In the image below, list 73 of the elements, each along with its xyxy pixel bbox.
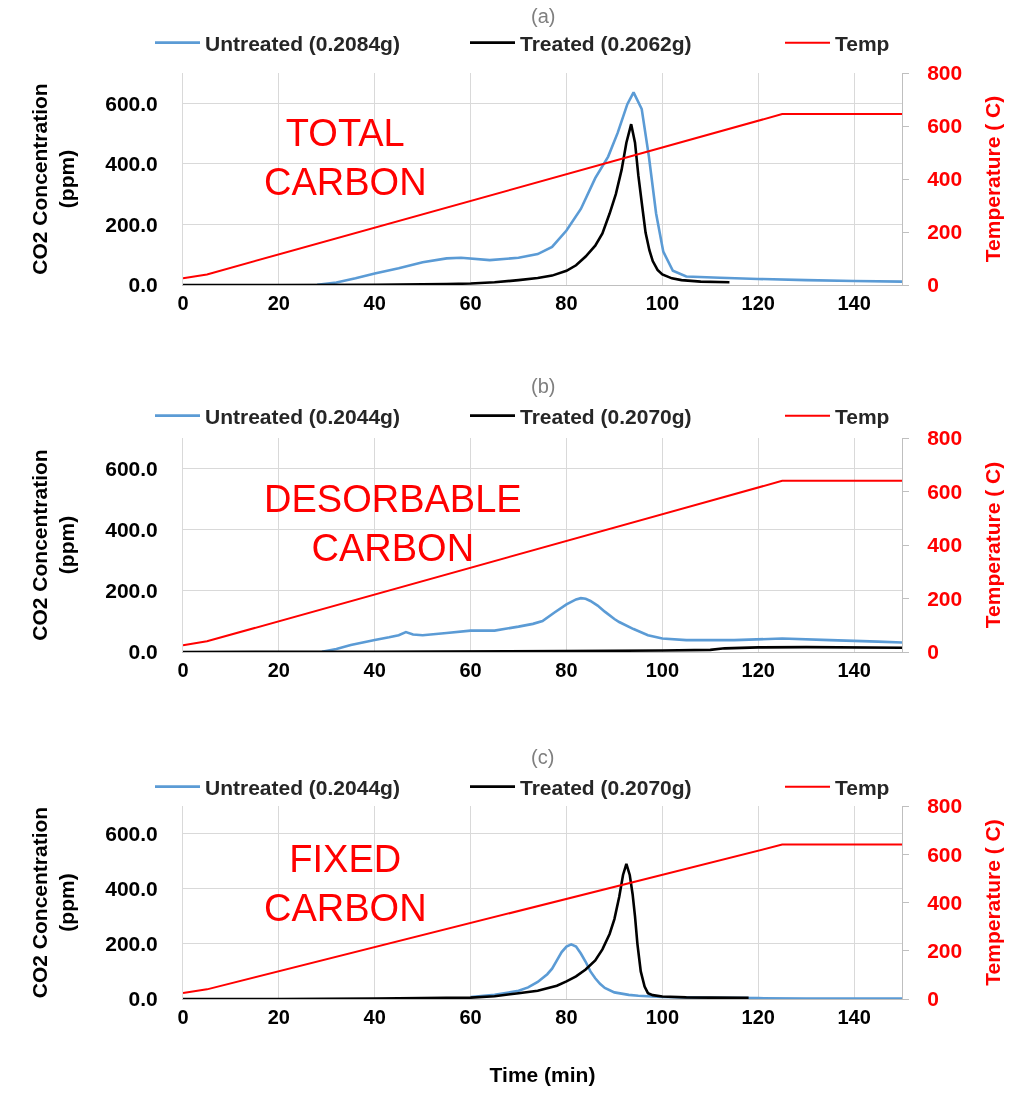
legend-label: Treated (0.2062g) — [520, 31, 692, 55]
y2-tick-label: 800 — [927, 794, 963, 818]
x-tick-label: 0 — [177, 659, 189, 681]
x-tick-label: 140 — [837, 1006, 871, 1028]
x-tick-label: 0 — [177, 292, 189, 314]
x-tick-label: 100 — [645, 659, 680, 681]
y-tick-label: 200.0 — [105, 579, 158, 603]
annotation: TOTAL CARBON — [264, 112, 427, 204]
y2-tick-label: 600 — [927, 842, 963, 866]
y2-tick-label: 200 — [927, 220, 963, 244]
x-tick-label: 40 — [363, 659, 386, 681]
x-tick-label: 80 — [555, 1006, 578, 1028]
y-tick-label: 600.0 — [105, 91, 158, 115]
y2-tick-label: 200 — [927, 939, 963, 963]
y-tick-label: 400.0 — [105, 877, 158, 901]
y2-tick-label: 600 — [927, 479, 963, 503]
chart-title: (b) — [531, 375, 556, 397]
x-tick-label: 80 — [555, 292, 578, 314]
x-tick-label: 40 — [363, 1006, 386, 1028]
x-tick-label: 20 — [267, 659, 290, 681]
x-tick-label: 100 — [645, 292, 680, 314]
y-tick-label: 400.0 — [105, 152, 158, 176]
y2-tick-label: 0 — [927, 987, 939, 1011]
x-tick-label: 60 — [459, 659, 482, 681]
y2-tick-label: 0 — [927, 640, 939, 664]
x-tick-label: 140 — [837, 659, 871, 681]
y-axis-title: CO2 Concentration (ppm) — [28, 449, 79, 641]
y2-tick-label: 800 — [927, 61, 963, 85]
legend-label: Untreated (0.2044g) — [205, 404, 400, 428]
chart-title: (a) — [531, 5, 556, 27]
y2-tick-label: 200 — [927, 586, 963, 610]
y2-tick-label: 0 — [927, 273, 939, 297]
legend-label: Temp — [835, 775, 890, 799]
x-tick-label: 60 — [459, 292, 482, 314]
legend-label: Untreated (0.2084g) — [205, 31, 400, 55]
x-tick-label: 80 — [555, 659, 578, 681]
y2-axis-title: Temperature ( C) — [981, 95, 1005, 263]
legend-label: Treated (0.2070g) — [520, 404, 692, 428]
y-tick-label: 200.0 — [105, 212, 158, 236]
y-tick-label: 200.0 — [105, 932, 158, 956]
y-tick-label: 600.0 — [105, 456, 158, 480]
x-tick-label: 20 — [267, 292, 290, 314]
y2-axis-title: Temperature ( C) — [981, 819, 1005, 986]
y2-tick-label: 400 — [927, 167, 963, 191]
y-tick-label: 0.0 — [128, 640, 158, 664]
y-tick-label: 0.0 — [128, 273, 158, 297]
legend-label: Treated (0.2070g) — [520, 775, 692, 799]
x-tick-label: 120 — [741, 1006, 775, 1028]
x-tick-label: 140 — [837, 292, 871, 314]
legend-label: Temp — [835, 31, 890, 55]
y-tick-label: 0.0 — [128, 987, 158, 1011]
annotation: DESORBABLE CARBON — [264, 478, 522, 570]
x-tick-label: 120 — [741, 292, 775, 314]
y2-axis-title: Temperature ( C) — [981, 461, 1005, 629]
x-axis-title: Time (min) — [489, 1063, 596, 1087]
x-tick-label: 60 — [459, 1006, 482, 1028]
x-tick-label: 100 — [645, 1006, 680, 1028]
legend-label: Temp — [835, 404, 890, 428]
chart-title: (c) — [531, 746, 555, 768]
y2-tick-label: 600 — [927, 114, 963, 138]
y2-tick-label: 800 — [927, 426, 963, 450]
y-tick-label: 400.0 — [105, 518, 158, 542]
x-tick-label: 120 — [741, 659, 775, 681]
x-tick-label: 40 — [363, 292, 386, 314]
y-axis-title: CO2 Concentration (ppm) — [28, 83, 79, 275]
y-axis-title: CO2 Concentration (ppm) — [28, 806, 79, 999]
y2-tick-label: 400 — [927, 533, 963, 557]
x-tick-label: 20 — [267, 1006, 290, 1028]
y-tick-label: 600.0 — [105, 821, 158, 845]
legend-label: Untreated (0.2044g) — [205, 775, 400, 799]
y2-tick-label: 400 — [927, 890, 963, 914]
x-tick-label: 0 — [177, 1006, 189, 1028]
annotation: FIXED CARBON — [264, 838, 427, 930]
